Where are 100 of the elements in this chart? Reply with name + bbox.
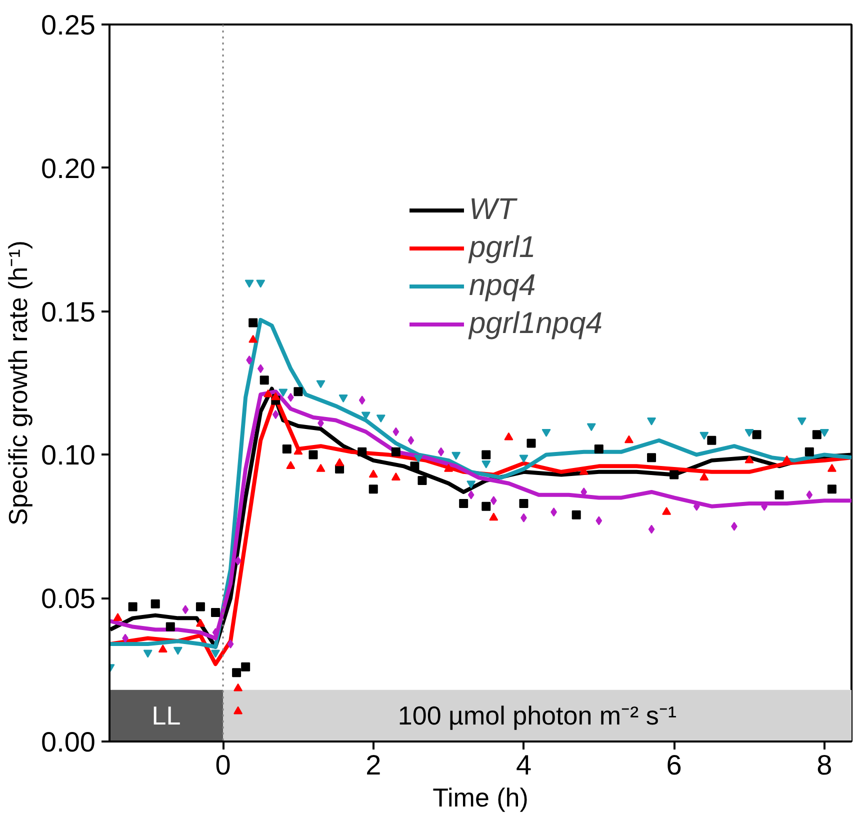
point: [241, 662, 250, 672]
point: [827, 484, 836, 494]
point: [744, 455, 754, 464]
point: [227, 639, 234, 648]
point: [489, 512, 498, 521]
point: [594, 444, 604, 454]
y-tick-label: 0.20: [41, 152, 96, 184]
point: [196, 602, 205, 612]
point: [774, 490, 784, 500]
point: [624, 435, 634, 444]
legend-label: pgrl1npq4: [469, 307, 602, 341]
point: [504, 432, 514, 440]
point: [542, 428, 551, 437]
x-tick-label: 0: [215, 750, 231, 780]
point: [248, 318, 258, 328]
point: [234, 683, 243, 692]
x-tick-label: 2: [366, 750, 382, 780]
point: [211, 608, 220, 617]
x-tick-label: 4: [516, 750, 532, 780]
point: [648, 524, 655, 534]
point: [707, 436, 716, 445]
point: [647, 453, 656, 462]
point: [647, 417, 656, 426]
point: [797, 417, 806, 426]
point: [700, 472, 709, 480]
point: [282, 444, 292, 454]
point: [572, 510, 581, 520]
point: [414, 454, 423, 463]
point: [286, 461, 296, 469]
point: [234, 706, 243, 714]
point: [244, 280, 254, 288]
point: [358, 396, 366, 405]
point: [410, 462, 420, 471]
point: [519, 498, 528, 508]
point: [232, 668, 242, 678]
point: [376, 414, 386, 423]
band-label: LL: [152, 700, 181, 731]
point: [812, 430, 822, 440]
point: [586, 423, 596, 432]
point: [482, 502, 491, 511]
point: [519, 454, 528, 463]
point: [234, 556, 242, 566]
point: [482, 460, 491, 468]
x-tick-label: 8: [816, 750, 832, 780]
point: [361, 412, 370, 420]
point: [452, 452, 461, 460]
point: [662, 506, 672, 515]
y-tick-label: 0.05: [41, 583, 96, 614]
point: [368, 484, 378, 494]
point: [316, 464, 326, 472]
y-tick-label: 0.00: [41, 726, 96, 758]
point: [316, 380, 326, 388]
point: [248, 334, 258, 343]
point: [358, 447, 367, 456]
y-tick-label: 0.25: [41, 10, 96, 40]
point: [256, 280, 266, 288]
point: [150, 599, 160, 608]
point: [596, 516, 602, 526]
y-tick-label: 0.15: [41, 296, 96, 328]
point: [278, 388, 288, 397]
x-axis-title: Time (h): [432, 782, 528, 812]
point: [700, 432, 709, 440]
band-label: 100 µmol photon m⁻² s⁻¹: [398, 700, 677, 731]
point: [158, 644, 168, 653]
point: [338, 394, 348, 402]
point: [260, 376, 269, 385]
point: [264, 389, 273, 398]
point: [418, 476, 427, 486]
point: [459, 498, 468, 508]
point: [806, 490, 813, 500]
legend-label: npq4: [469, 269, 536, 303]
point: [272, 410, 279, 420]
point: [391, 472, 400, 480]
legend-label: WT: [469, 193, 516, 227]
legend-label: pgrl1: [469, 231, 536, 265]
point: [752, 430, 762, 440]
point: [211, 650, 220, 658]
y-tick-label: 0.10: [41, 440, 96, 471]
point: [392, 427, 400, 436]
point: [182, 605, 189, 614]
point: [113, 613, 122, 621]
point: [143, 650, 152, 658]
point: [196, 618, 205, 627]
point: [438, 447, 444, 456]
point: [173, 646, 182, 655]
point: [308, 450, 318, 460]
point: [782, 455, 792, 464]
point: [391, 447, 400, 456]
point: [271, 392, 280, 400]
point: [408, 436, 414, 445]
point: [166, 622, 175, 632]
point: [257, 364, 264, 374]
point: [670, 470, 679, 480]
point: [804, 447, 814, 456]
point: [368, 470, 378, 478]
y-axis-title: Specific growth rate (h⁻¹): [3, 240, 34, 526]
point: [335, 458, 344, 466]
point: [128, 602, 138, 612]
point: [827, 464, 836, 472]
point: [294, 387, 303, 396]
